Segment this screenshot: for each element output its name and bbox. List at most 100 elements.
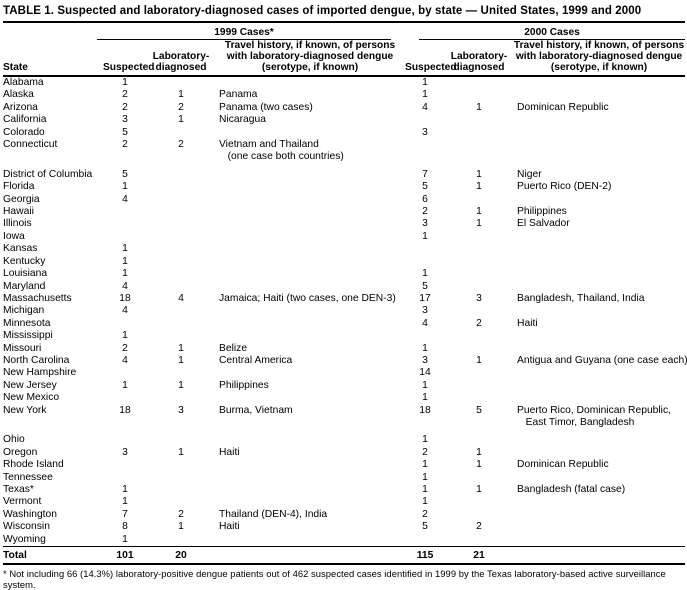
cell-lab-diagnosed-2000 [445, 127, 513, 139]
cell-suspected-1999: 4 [122, 193, 128, 205]
cell-lab-diagnosed-1999 [147, 194, 215, 206]
cell-lab-diagnosed-2000: 5 [476, 404, 482, 416]
cell-lab-diagnosed-1999 [147, 392, 215, 404]
cell-suspected-1999: 2 [122, 342, 128, 354]
cell-travel-history-2000: Antigua and Guyana (one case each) [517, 354, 687, 366]
cell-travel-history-1999: Haiti [219, 446, 240, 458]
cell-lab-diagnosed-1999 [147, 305, 215, 317]
cell-suspected-2000 [405, 534, 445, 547]
cell-travel-history-1999 [215, 367, 405, 379]
cell-suspected-2000: 7 [422, 168, 428, 180]
cell-suspected-2000: 1 [422, 342, 428, 354]
cell-state: Vermont [3, 496, 42, 508]
cell-suspected-2000: 1 [422, 496, 428, 508]
cell-suspected-2000 [405, 243, 445, 255]
cell-lab-diagnosed-2000: 1 [476, 354, 482, 366]
cell-lab-diagnosed-2000 [445, 281, 513, 293]
cell-travel-history-1999: Jamaica; Haiti (two cases, one DEN-3) [219, 292, 396, 304]
cell-travel-history-1999 [215, 243, 405, 255]
total-label: Total [3, 546, 103, 566]
cell-suspected-1999: 3 [122, 446, 128, 458]
cell-suspected-2000 [405, 330, 445, 342]
cell-travel-history-1999 [215, 169, 405, 181]
cell-travel-history-2000 [513, 256, 685, 268]
cell-lab-diagnosed-2000 [445, 380, 513, 392]
cell-travel-history-2000 [513, 496, 685, 508]
table-row: New Jersey 1 1 Philippines 1 [3, 380, 685, 392]
cell-suspected-2000: 4 [422, 317, 428, 329]
cell-travel-history-1999 [215, 127, 405, 139]
total-lab-1999: 20 [147, 546, 215, 566]
cell-travel-history-1999 [215, 281, 405, 293]
table-row: Texas* 1 1 1 Bangladesh (fatal case) [3, 484, 685, 496]
cell-state: New Mexico [3, 392, 60, 404]
cell-suspected-2000: 18 [419, 404, 431, 416]
cell-suspected-1999: 1 [122, 533, 128, 545]
cell-travel-history-2000 [513, 305, 685, 317]
cell-state: Colorado [3, 126, 45, 138]
table-row: Kansas 1 [3, 243, 685, 255]
cell-lab-diagnosed-2000: 1 [476, 446, 482, 458]
cell-travel-history-1999 [215, 392, 405, 404]
cell-suspected-2000: 3 [422, 218, 428, 230]
column-header-suspected-1999: Suspected [103, 40, 155, 77]
cell-travel-history-1999: Belize [219, 342, 248, 354]
table-row: Alaska 2 1 Panama 1 [3, 89, 685, 101]
cell-suspected-1999 [103, 459, 147, 471]
cell-travel-history-2000: El Salvador [517, 218, 570, 230]
cell-lab-diagnosed-2000 [445, 139, 513, 164]
cell-travel-history-1999 [215, 496, 405, 508]
cell-lab-diagnosed-2000 [445, 496, 513, 508]
cell-suspected-1999 [103, 206, 147, 218]
cell-travel-history-1999 [215, 218, 405, 230]
cell-travel-history-2000 [513, 343, 685, 355]
cell-suspected-1999: 1 [122, 243, 128, 255]
cell-suspected-2000: 6 [422, 193, 428, 205]
cell-travel-history-1999 [215, 484, 405, 496]
table-row: Missouri 2 1 Belize 1 [3, 343, 685, 355]
cell-lab-diagnosed-1999 [147, 318, 215, 330]
table-row: North Carolina 4 1 Central America 3 1 Antigua… [3, 354, 687, 367]
cell-state: Arizona [3, 101, 38, 113]
cell-travel-history-2000: Bangladesh (fatal case) [517, 484, 626, 495]
cell-lab-diagnosed-1999 [147, 330, 215, 342]
cell-lab-diagnosed-1999 [147, 534, 215, 547]
cell-state: Florida [3, 181, 35, 193]
cell-state: Illinois [3, 218, 32, 230]
cell-suspected-1999: 3 [122, 114, 128, 126]
cell-travel-history-1999: Thailand (DEN-4), India [219, 508, 328, 520]
cell-state: Wyoming [3, 533, 46, 545]
cell-suspected-2000: 17 [419, 292, 431, 304]
cell-travel-history-2000: Puerto Rico, Dominican Republic, East Ti… [517, 404, 671, 428]
cell-suspected-1999 [103, 231, 147, 243]
group-header-2000: 2000 Cases [405, 22, 686, 40]
table-row: Hawaii 2 1 Philippines [3, 206, 685, 218]
table-row: Oregon 3 1 Haiti 2 1 [3, 447, 685, 459]
cell-lab-diagnosed-1999: 2 [178, 508, 184, 520]
cell-lab-diagnosed-1999: 1 [178, 89, 184, 101]
cell-state: Wisconsin [3, 521, 50, 533]
cell-suspected-2000: 1 [422, 392, 428, 404]
table-footnote: * Not including 66 (14.3%) laboratory-po… [3, 568, 666, 590]
cell-suspected-1999: 8 [122, 521, 128, 533]
cell-travel-history-2000: Dominican Republic [517, 459, 609, 471]
cell-lab-diagnosed-2000 [445, 472, 513, 484]
cell-state: California [3, 114, 47, 126]
cell-suspected-1999: 1 [122, 77, 128, 88]
cell-state: Texas* [3, 484, 34, 495]
table-row: Arizona 2 2 Panama (two cases) 4 1 Dominican R… [3, 102, 685, 114]
table-row: Alabama 1 1 [3, 76, 685, 89]
cell-travel-history-2000 [513, 380, 685, 392]
cell-lab-diagnosed-2000 [445, 89, 513, 101]
table-row: Florida 1 5 1 Puerto Rico (DEN-2) [3, 181, 685, 193]
cell-suspected-1999: 4 [122, 354, 128, 366]
group-header-1999: 1999 Cases* [97, 22, 405, 40]
table-row: Washington 7 2 Thailand (DEN-4), India 2 [3, 509, 685, 521]
cell-suspected-1999 [103, 218, 147, 230]
cell-suspected-1999 [103, 392, 147, 404]
cell-suspected-2000: 2 [422, 446, 428, 458]
cell-suspected-2000: 1 [422, 484, 428, 495]
table-row: Tennessee 1 [3, 472, 685, 484]
table-title: TABLE 1. Suspected and laboratory-diagno… [3, 5, 642, 17]
cell-state: Hawaii [3, 206, 34, 218]
